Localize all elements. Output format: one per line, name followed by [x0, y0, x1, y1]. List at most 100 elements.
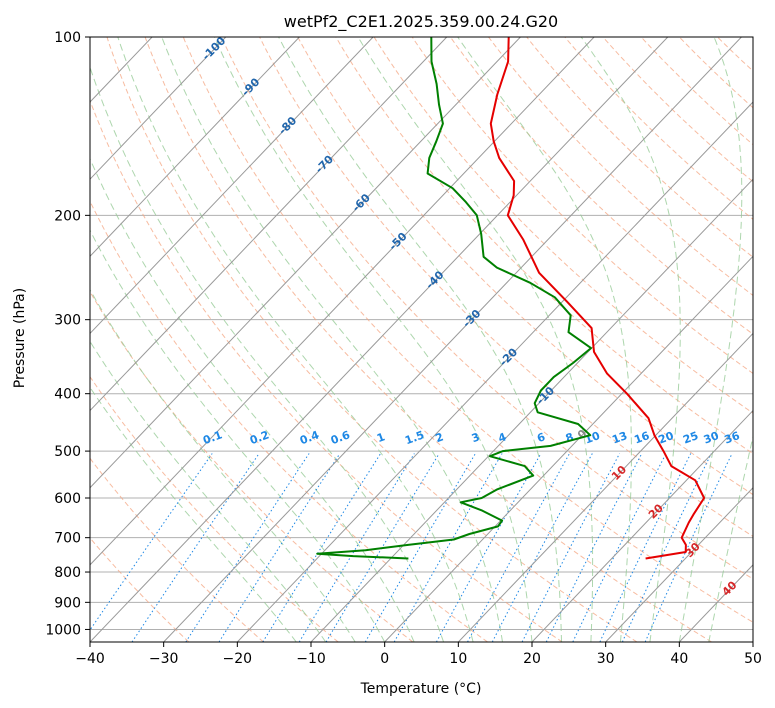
y-tick-label: 700: [54, 531, 81, 547]
mixing-ratio-label: 20: [657, 429, 676, 447]
y-tick-label: 600: [54, 491, 81, 507]
dry-adiabat-line: [259, 37, 753, 537]
moist-adiabat-line: [161, 37, 503, 642]
mixing-ratio-label: 25: [681, 429, 700, 446]
y-tick-label: 500: [54, 444, 81, 460]
isotherm-line: [90, 37, 595, 566]
x-tick-label: 0: [380, 651, 389, 667]
temperature-profile-line: [489, 37, 706, 560]
profiles: [316, 37, 706, 560]
isotherm-line: [384, 255, 753, 642]
x-tick-label: 50: [744, 651, 762, 667]
dry-adiabat-line: [90, 290, 414, 642]
moist-adiabat-line: [90, 157, 415, 642]
reference-labels: -100-90-80-70-60-50-40-30-20-10010203040…: [200, 37, 742, 599]
mixing-ratio-line: [491, 453, 593, 642]
mixing-ratio-label: 3: [470, 430, 482, 445]
y-tick-label: 900: [54, 595, 81, 611]
isotherm-line: [163, 37, 742, 642]
dry-adiabat-line: [449, 37, 753, 335]
dry-adiabat-line: [717, 37, 753, 72]
dry-adiabat-line: [564, 37, 753, 220]
isotherm-line: [752, 641, 753, 642]
plot-frame: [89, 36, 754, 643]
x-tick-label: −10: [296, 651, 326, 667]
dry-adiabat-line: [526, 37, 753, 258]
moist-adiabat-line: [708, 434, 753, 642]
mixing-ratio-line: [572, 453, 667, 642]
isotherm-line: [605, 487, 753, 642]
background-lines: [90, 37, 775, 642]
y-tick-label: 100: [54, 30, 81, 46]
mixing-ratio-label: 8: [564, 430, 576, 445]
moist-adiabat-line: [90, 65, 445, 642]
isotherm-line: [90, 37, 374, 335]
mixing-ratio-line: [545, 453, 643, 642]
isotherm-line: [90, 37, 227, 180]
isotherm-line: [236, 101, 753, 642]
y-tick-label: 400: [54, 387, 81, 403]
moist-adiabat-line: [214, 37, 533, 642]
mixing-ratio-line: [364, 453, 476, 642]
moist-adiabat-line: [580, 37, 681, 642]
isotherm-line: [457, 332, 753, 642]
mixing-ratio-label: 0.6: [329, 428, 352, 447]
y-tick-label: 1000: [45, 622, 81, 638]
mixing-ratio-label: 0.4: [298, 428, 321, 447]
dry-adiabat-line: [297, 37, 753, 496]
mixing-ratio-label: 2: [434, 430, 446, 445]
x-tick-label: 20: [523, 651, 541, 667]
isotherm-line: [531, 409, 753, 642]
dry-adiabat-line: [335, 37, 753, 455]
isotherm-line: [90, 37, 521, 489]
isotherm-line: [90, 37, 300, 258]
x-tick-label: 30: [597, 651, 615, 667]
x-tick-label: 10: [449, 651, 467, 667]
mixing-ratio-label: 0.1: [201, 428, 224, 447]
mixing-ratio-line: [185, 453, 310, 642]
dry-adiabat-line: [640, 37, 753, 146]
mixing-ratio-line: [644, 453, 733, 642]
mixing-ratio-label: 36: [723, 429, 742, 447]
dry-adiabat-line: [106, 37, 638, 642]
x-axis-label: Temperature (°C): [360, 681, 482, 697]
mixing-ratio-line: [262, 453, 382, 642]
moist-adiabat-line: [90, 229, 386, 642]
mixing-ratio-line: [90, 453, 213, 631]
dry-adiabat-line: [90, 537, 190, 642]
mixing-ratio-line: [131, 453, 260, 642]
mixing-ratio-label: 1.5: [403, 428, 426, 447]
dry-adiabat-line: [90, 200, 488, 642]
dry-adiabat-line: [488, 37, 753, 297]
mixing-ratio-line: [393, 453, 503, 642]
dry-adiabat-line: [144, 37, 712, 642]
moist-adiabat-line: [678, 37, 743, 642]
mixing-ratio-line: [521, 453, 621, 642]
mixing-ratio-line: [435, 453, 542, 642]
y-axis-label: Pressure (hPa): [12, 288, 28, 388]
mixing-ratio-label: 4: [496, 430, 508, 445]
dry-adiabat-line: [90, 457, 264, 642]
dry-adiabat-line: [411, 37, 753, 375]
x-tick-label: −20: [223, 651, 253, 667]
axes: −40 −30 −20 −10 0 10 20 30 40 5010020030040050060…: [45, 30, 762, 667]
mixing-ratio-label: 1: [375, 430, 387, 445]
moist-adiabat-line: [90, 386, 297, 642]
y-tick-label: 300: [54, 313, 81, 329]
mixing-ratio-label: 30: [702, 429, 721, 447]
y-tick-label: 800: [54, 565, 81, 581]
moist-adiabat-line: [117, 37, 474, 642]
isotherm-line: [90, 37, 669, 642]
y-tick-label: 200: [54, 208, 81, 224]
mixing-ratio-line: [621, 453, 712, 642]
dry-adiabat-line: [220, 37, 753, 580]
isotherm-line: [90, 37, 448, 412]
chart-title: wetPf2_C2E1.2025.359.00.24.G20: [284, 12, 558, 32]
x-tick-label: 40: [670, 651, 688, 667]
dry-adiabat-line: [756, 37, 775, 642]
moist-adiabat-line: [90, 288, 356, 642]
mixing-ratio-line: [298, 453, 415, 642]
mixing-ratio-line: [599, 453, 692, 642]
dry-adiabat-line: [373, 37, 753, 414]
